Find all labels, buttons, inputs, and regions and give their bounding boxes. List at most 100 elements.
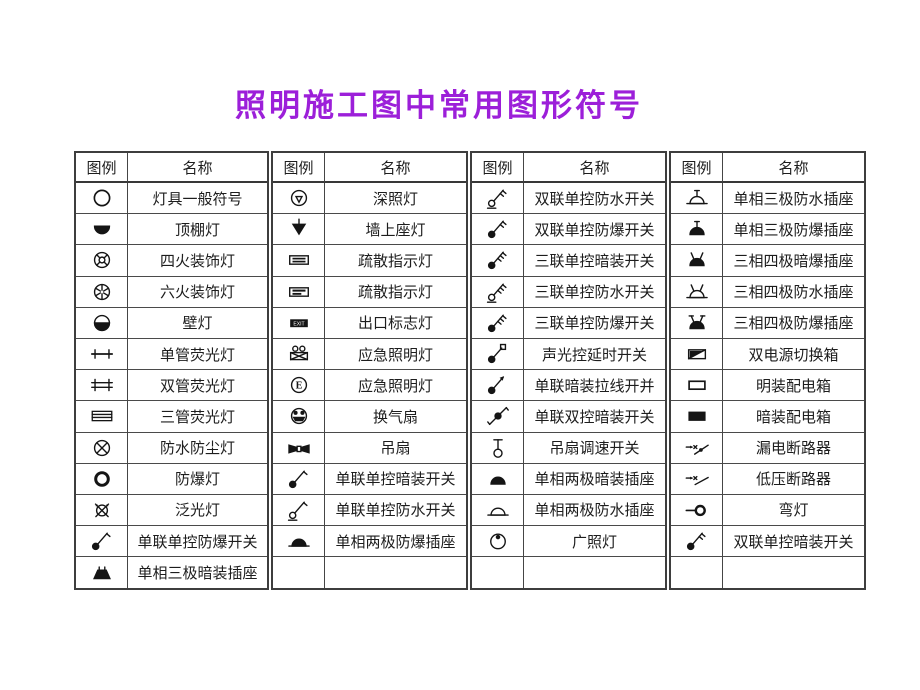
socket-1p3w-concealed-icon — [89, 560, 115, 586]
symbol-name-cell: 应急照明灯 — [325, 339, 466, 371]
symbol-name-cell — [325, 557, 466, 588]
symbol-legend-cell — [76, 526, 128, 558]
header-name-cell: 名称 — [325, 153, 466, 183]
symbol-name-cell: 双联单控防水开关 — [524, 183, 665, 215]
double-tube-fl-icon — [89, 372, 115, 398]
symbol-legend-cell — [671, 276, 723, 308]
four-light-lamp-icon — [89, 247, 115, 273]
symbol-name-cell: 壁灯 — [128, 308, 267, 339]
symbol-name-cell: 应急照明灯 — [325, 370, 466, 402]
symbol-legend-cell — [472, 245, 524, 277]
symbol-name-cell: 灯具一般符号 — [128, 183, 267, 215]
switch-sound-delay-icon — [485, 341, 511, 367]
header-name-cell: 名称 — [128, 153, 267, 183]
symbol-legend-cell — [273, 245, 325, 277]
symbol-name-cell: 声光控延时开关 — [524, 339, 665, 371]
symbol-name-cell: 广照灯 — [524, 526, 665, 558]
symbol-legend-cell: EXIT — [273, 307, 325, 339]
header-legend-cell: 图例 — [671, 153, 723, 183]
symbol-legend-cell — [273, 557, 325, 589]
symbol-name-cell: 三管荧光灯 — [128, 401, 267, 433]
symbol-name-cell: 顶棚灯 — [128, 214, 267, 246]
symbol-name-cell: 单联双控暗装开关 — [524, 401, 665, 433]
symbol-legend-cell — [76, 183, 128, 215]
symbol-name-cell: 三相四极暗爆插座 — [723, 245, 864, 277]
symbol-legend-cell — [671, 214, 723, 246]
symbol-legend-cell — [472, 276, 524, 308]
symbol-legend-cell — [671, 245, 723, 277]
socket-1p3w-expl-icon — [684, 216, 710, 242]
symbol-name-cell: 明装配电箱 — [723, 370, 864, 402]
table-group: 图例 名称 单相三极防水插座 单相三极防爆插座 三相四极暗爆插座 三相四极防水插座 三相四极… — [669, 151, 866, 591]
switch-2g-concealed-icon — [684, 528, 710, 554]
switch-3g-concealed-icon — [485, 247, 511, 273]
symbol-name-cell: 防爆灯 — [128, 464, 267, 495]
symbol-name-cell: 单管荧光灯 — [128, 339, 267, 371]
symbol-legend-cell — [273, 401, 325, 433]
symbol-legend-cell — [472, 432, 524, 464]
symbol-legend-cell — [671, 494, 723, 527]
table-group: 图例 名称 双联单控防水开关 双联单控防爆开关 三联单控暗装开关 三联单控防水开关 三联单控… — [470, 151, 667, 591]
symbols-table: 图例 名称 灯具一般符号 顶棚灯 四火装饰灯 六火装饰灯 壁灯 单管荧光灯 双管荧光灯 三管荧光灯… — [74, 151, 866, 591]
symbol-legend-cell — [671, 401, 723, 433]
switch-3g-wp-icon — [485, 279, 511, 305]
symbol-legend-cell — [273, 526, 325, 558]
symbol-name-cell: 双电源切换箱 — [723, 339, 864, 371]
header-legend-cell: 图例 — [76, 153, 128, 183]
evac-indicator-a-icon — [286, 247, 312, 273]
symbol-legend-cell — [472, 183, 524, 215]
concealed-dist-box-icon — [684, 403, 710, 429]
wall-lamp-icon — [89, 310, 115, 336]
header-name-cell: 名称 — [524, 153, 665, 183]
page-title: 照明施工图中常用图形符号 — [235, 88, 643, 123]
rc-breaker-icon — [684, 435, 710, 461]
svg-text:E: E — [295, 381, 302, 392]
symbol-legend-cell — [671, 526, 723, 558]
single-tube-fl-icon — [89, 341, 115, 367]
floodlight-icon — [89, 497, 115, 523]
symbol-legend-cell — [671, 307, 723, 339]
symbol-name-cell: 单相两极暗装插座 — [524, 464, 665, 495]
switch-2g-expl-icon — [485, 216, 511, 242]
surface-dist-box-icon — [684, 372, 710, 398]
symbol-legend-cell — [76, 463, 128, 495]
symbol-name-cell: 疏散指示灯 — [325, 245, 466, 277]
symbol-name-cell: 低压断路器 — [723, 464, 864, 495]
symbol-legend-cell — [472, 401, 524, 433]
symbol-legend-cell — [273, 214, 325, 246]
socket-3p4w-concealed-icon — [684, 247, 710, 273]
symbol-name-cell: 暗装配电箱 — [723, 401, 864, 433]
symbol-name-cell: 三相四极防水插座 — [723, 277, 864, 308]
symbol-legend-cell — [472, 214, 524, 246]
exit-sign-icon: EXIT — [286, 310, 312, 336]
waterproof-dustproof-lamp-icon — [89, 435, 115, 461]
symbol-name-cell: 单联单控防爆开关 — [128, 526, 267, 558]
symbol-name-cell: 单相两极防爆插座 — [325, 526, 466, 558]
symbol-legend-cell — [273, 463, 325, 495]
symbol-name-cell: 单联单控暗装开关 — [325, 464, 466, 495]
symbol-legend-cell — [472, 338, 524, 371]
symbol-legend-cell — [472, 526, 524, 558]
switch-1g-concealed-icon — [286, 466, 312, 492]
symbol-name-cell: 三相四极防爆插座 — [723, 308, 864, 339]
symbol-name-cell: 单相三极防水插座 — [723, 183, 864, 215]
symbol-name-cell — [524, 557, 665, 588]
socket-1p2w-wp-icon — [485, 497, 511, 523]
symbol-legend-cell: E — [273, 370, 325, 402]
switch-2g-wp-icon — [485, 185, 511, 211]
symbol-legend-cell — [76, 494, 128, 527]
symbol-name-cell: 深照灯 — [325, 183, 466, 215]
symbol-name-cell: 单相两极防水插座 — [524, 495, 665, 527]
emergency-lamp-e-icon: E — [286, 372, 312, 398]
socket-1p3w-wp-icon — [684, 185, 710, 211]
switch-1g-2way-icon — [485, 403, 511, 429]
lamp-general-icon — [89, 185, 115, 211]
wall-seat-lamp-icon — [286, 216, 312, 242]
symbol-name-cell: 六火装饰灯 — [128, 277, 267, 308]
symbol-legend-cell — [472, 370, 524, 402]
symbol-legend-cell — [472, 494, 524, 527]
symbol-name-cell: 漏电断路器 — [723, 433, 864, 464]
header-legend-cell: 图例 — [472, 153, 524, 183]
symbol-legend-cell — [76, 557, 128, 589]
